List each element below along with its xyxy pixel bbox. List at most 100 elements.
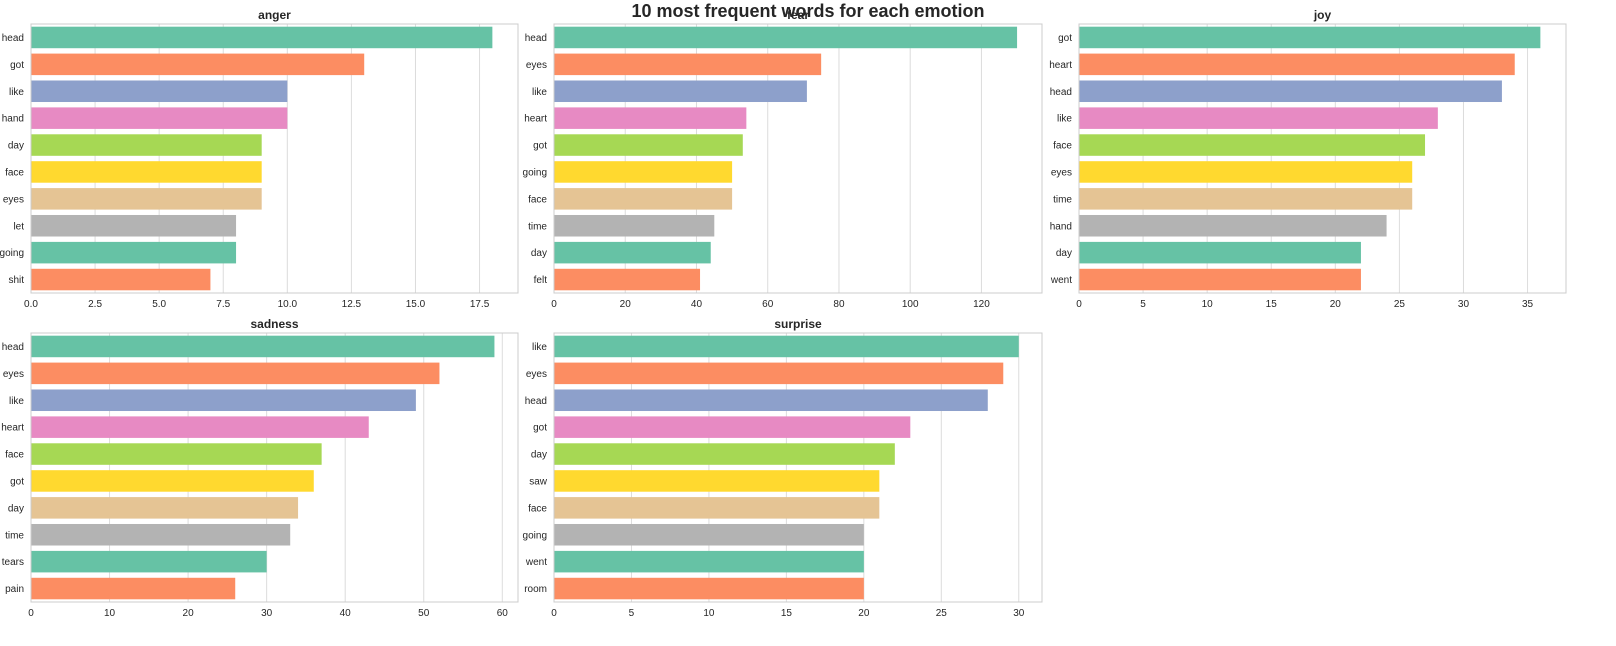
y-tick-label: head [525,33,547,44]
x-tick-label: 60 [762,299,774,310]
x-tick-label: 0 [551,608,557,619]
bar-time [554,214,715,237]
bar-going [31,241,237,264]
y-tick-label: eyes [526,60,547,71]
y-tick-label: got [10,60,24,71]
bar-hand [31,107,288,129]
x-tick-label: 35 [1522,299,1534,310]
x-tick-label: 25 [936,608,948,619]
bar-heart [554,107,747,129]
y-tick-label: heart [1049,60,1072,71]
bar-time [1079,188,1413,210]
y-tick-label: face [528,194,547,205]
bar-head [31,335,495,358]
y-tick-label: like [532,342,547,353]
y-tick-label: head [525,396,547,407]
bar-eyes [554,362,1004,385]
bar-eyes [1079,161,1413,183]
y-tick-label: like [9,396,24,407]
chart-joy: got heart head like face eyes time hand day went 0… [1049,8,1567,310]
figure-suptitle: 10 most frequent words for each emotion [631,1,985,21]
x-tick-label: 100 [902,299,919,310]
x-tick-label: 15.0 [406,299,426,310]
x-tick-label: 20 [620,299,632,310]
chart-fear: head eyes like heart got going face time day felt… [523,8,1043,310]
bar-going [554,161,733,183]
axes-frame [30,23,519,294]
y-tick-label: day [531,248,547,259]
chart-title: fear [787,8,809,22]
y-tick-label: pain [5,584,24,595]
chart-sadness: head eyes like heart face got day time tears pain… [1,317,519,619]
y-tick-label: got [10,476,24,487]
bar-going [554,523,864,546]
x-tick-label: 0.0 [24,299,38,310]
bar-heart [1079,53,1515,76]
x-tick-label: 20 [1330,299,1342,310]
axes-frame [553,23,1043,294]
bar-let [31,214,237,237]
bar-eyes [31,362,440,385]
x-tick-label: 120 [973,299,990,310]
bar-like [31,80,288,103]
bar-head [31,26,493,49]
x-tick-label: 5 [1140,299,1146,310]
bar-face [554,497,880,519]
x-tick-label: 0 [28,608,34,619]
y-tick-label: face [528,503,547,514]
bar-tears [31,550,267,573]
bar-like [554,335,1019,358]
x-tick-label: 80 [833,299,845,310]
bar-got [31,53,365,76]
y-tick-label: went [1050,275,1072,286]
chart-title: anger [258,8,291,22]
bar-room [554,577,864,600]
y-tick-label: going [523,167,547,178]
y-tick-label: eyes [3,194,24,205]
bar-face [1079,134,1426,156]
bar-eyes [31,188,262,210]
x-tick-label: 10 [1202,299,1214,310]
bar-shit [31,268,211,291]
y-tick-label: got [533,423,547,434]
x-tick-label: 5 [629,608,635,619]
y-tick-label: like [532,87,547,98]
bar-got [554,134,743,156]
chart-surprise: like eyes head got day saw face going went room 0 5… [523,317,1043,619]
y-tick-label: face [5,167,24,178]
bar-went [554,550,864,573]
axes-frame [1078,23,1567,294]
y-tick-label: time [1053,194,1072,205]
bar-day [31,497,299,519]
y-tick-label: went [525,557,547,568]
y-tick-label: head [1050,87,1072,98]
x-tick-label: 15 [1266,299,1278,310]
bar-face [554,188,733,210]
bar-got [1079,26,1541,49]
bar-day [554,241,711,264]
y-tick-label: time [528,221,547,232]
x-tick-label: 12.5 [342,299,362,310]
bar-hand [1079,214,1387,237]
x-tick-label: 5.0 [152,299,166,310]
x-tick-label: 15 [781,608,793,619]
y-tick-label: hand [2,114,24,125]
y-tick-label: time [5,530,24,541]
bar-head [554,389,988,412]
y-tick-label: day [8,503,24,514]
y-tick-label: eyes [1051,167,1072,178]
x-tick-label: 7.5 [216,299,230,310]
y-tick-label: face [1053,141,1072,152]
y-tick-label: tears [2,557,24,568]
x-tick-label: 30 [1013,608,1025,619]
x-tick-label: 0 [1076,299,1082,310]
bar-head [1079,80,1502,103]
axes-frame [553,332,1043,603]
x-tick-label: 17.5 [470,299,490,310]
chart-title: surprise [774,317,822,331]
y-tick-label: felt [534,275,548,286]
y-tick-label: head [2,33,24,44]
y-tick-label: shit [8,275,24,286]
bar-day [31,134,262,156]
